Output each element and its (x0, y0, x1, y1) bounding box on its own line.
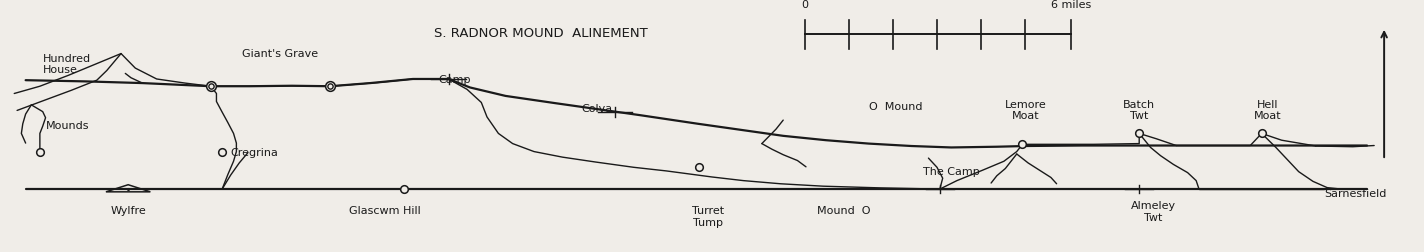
Text: Giant's Grave: Giant's Grave (242, 49, 318, 59)
Text: O  Mound: O Mound (869, 102, 923, 112)
Text: Hell
Moat: Hell Moat (1253, 100, 1282, 121)
Text: Sarnesfield: Sarnesfield (1324, 189, 1387, 199)
Text: Hundred
House: Hundred House (43, 54, 91, 75)
Text: 6 miles: 6 miles (1051, 0, 1091, 10)
Text: Lemore
Moat: Lemore Moat (1004, 100, 1047, 121)
Text: Glascwm Hill: Glascwm Hill (349, 206, 420, 216)
Text: Mounds: Mounds (46, 121, 90, 131)
Text: Batch
Twt: Batch Twt (1124, 100, 1155, 121)
Text: The Camp: The Camp (923, 167, 980, 177)
Text: Wylfre: Wylfre (110, 206, 147, 216)
Text: S. RADNOR MOUND  ALINEMENT: S. RADNOR MOUND ALINEMENT (434, 27, 648, 40)
Text: Cregrina: Cregrina (231, 148, 279, 158)
Text: Camp: Camp (439, 75, 471, 85)
Text: Colva: Colva (581, 104, 612, 114)
Text: Mound  O: Mound O (817, 206, 871, 216)
Text: 0: 0 (802, 0, 807, 10)
Text: Almeley
Twt: Almeley Twt (1131, 201, 1176, 223)
Text: Turret
Tump: Turret Tump (692, 206, 723, 228)
